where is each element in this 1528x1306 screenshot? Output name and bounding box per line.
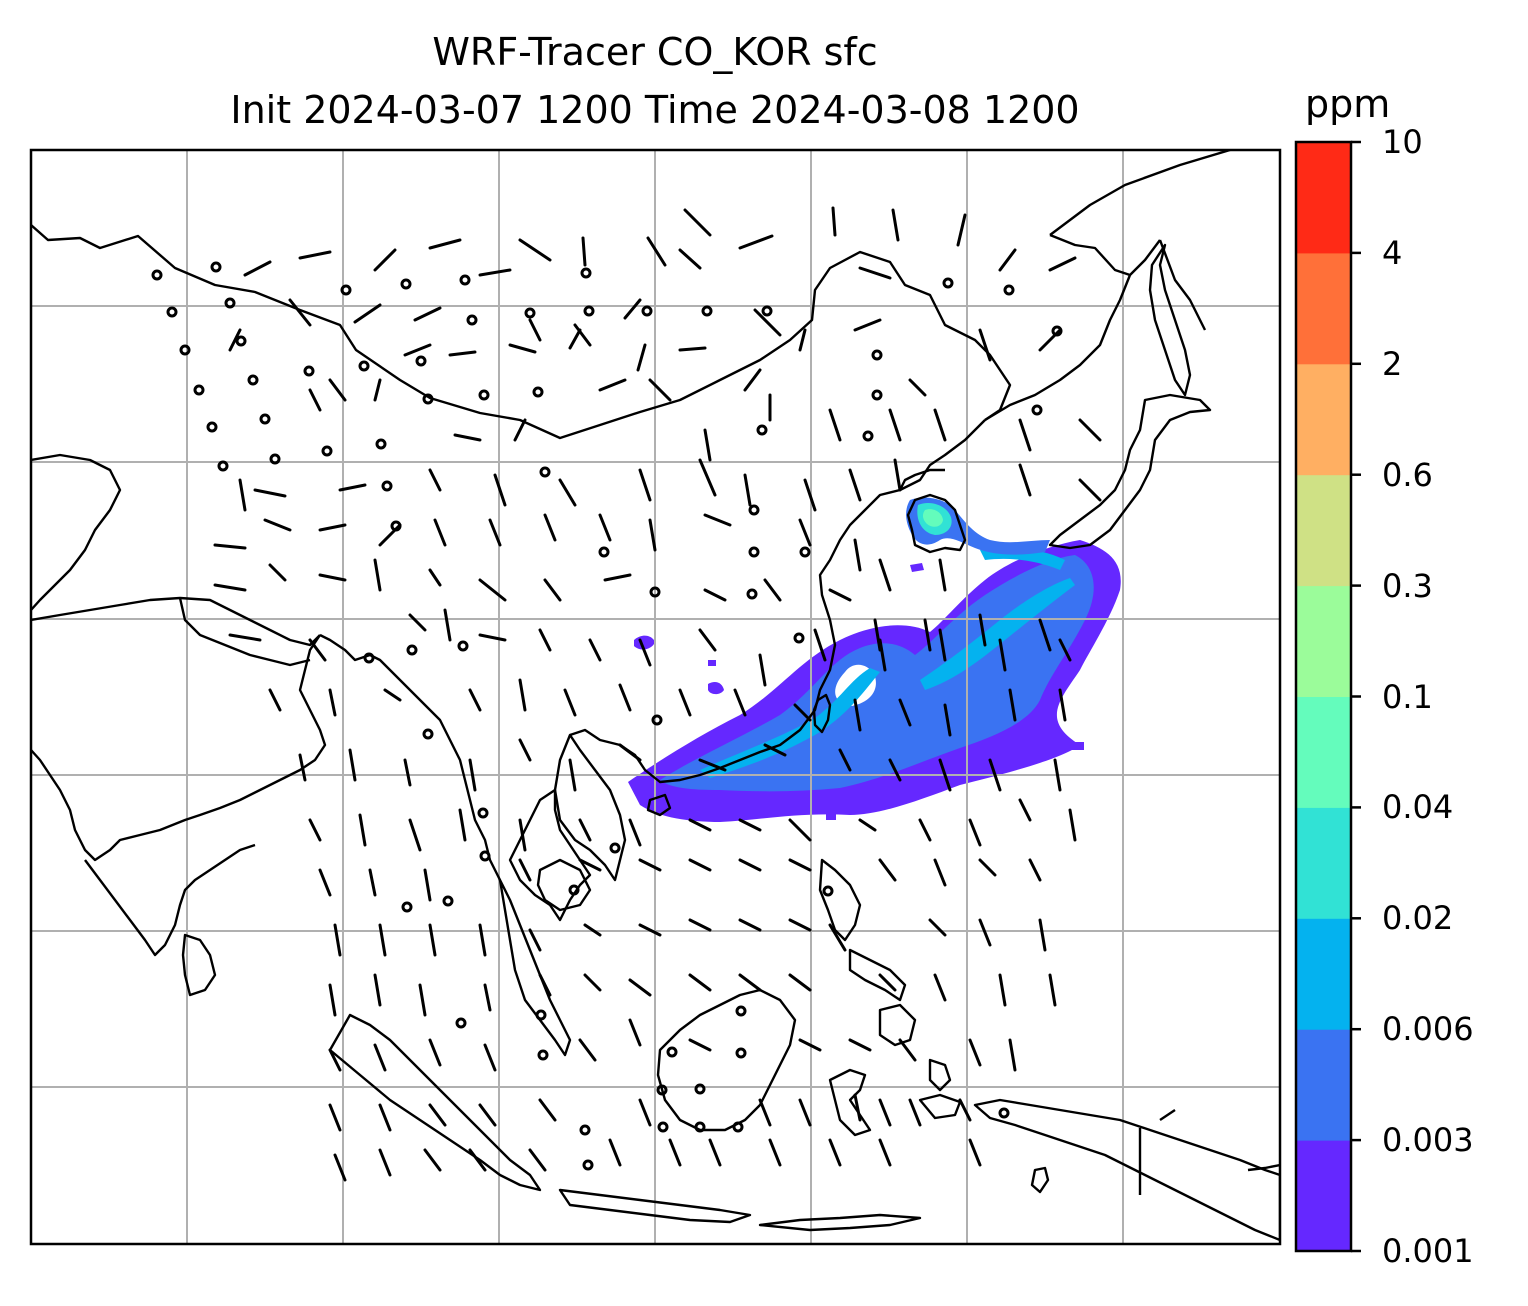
colorbar-tick-label: 0.3: [1382, 566, 1433, 605]
colorbar-tick-label: 0.001: [1382, 1232, 1474, 1270]
tracer-plume: [628, 497, 1121, 822]
colorbar-band: [1296, 918, 1351, 1030]
coastlines: [31, 150, 1280, 1242]
colorbar-band: [1296, 1140, 1351, 1252]
colorbar-band: [1296, 252, 1351, 365]
colorbar-tick-label: 2: [1382, 344, 1403, 383]
colorbar-band: [1296, 142, 1351, 254]
colorbar-tick-label: 0.003: [1382, 1121, 1474, 1160]
colorbar-band: [1296, 807, 1351, 919]
colorbar-tick-label: 10: [1382, 123, 1423, 161]
wind-barbs: [213, 206, 1102, 1182]
colorbar-band: [1296, 474, 1351, 587]
chart-title-line2: Init 2024-03-07 1200 Time 2024-03-08 120…: [230, 88, 1080, 132]
colorbar-tick-label: 0.04: [1382, 788, 1454, 827]
calm-wind-markers: [151, 261, 1063, 1171]
colorbar-band: [1296, 1029, 1351, 1141]
colorbar-tick-label: 0.6: [1382, 455, 1433, 494]
colorbar-tick-label: 0.1: [1382, 677, 1433, 716]
colorbar-tick-label: 4: [1382, 233, 1403, 272]
map-gridlines: [31, 150, 1280, 1244]
colorbar-band: [1296, 363, 1351, 476]
colorbar-band: [1296, 585, 1351, 697]
colorbar-band: [1296, 696, 1351, 808]
colorbar-tick-label: 0.006: [1382, 1010, 1474, 1049]
map-frame: [29, 148, 1282, 1246]
colorbar-units: ppm: [1305, 82, 1391, 126]
chart-title-line1: WRF-Tracer CO_KOR sfc: [432, 30, 878, 74]
colorbar-tick-label: 0.02: [1382, 899, 1454, 938]
